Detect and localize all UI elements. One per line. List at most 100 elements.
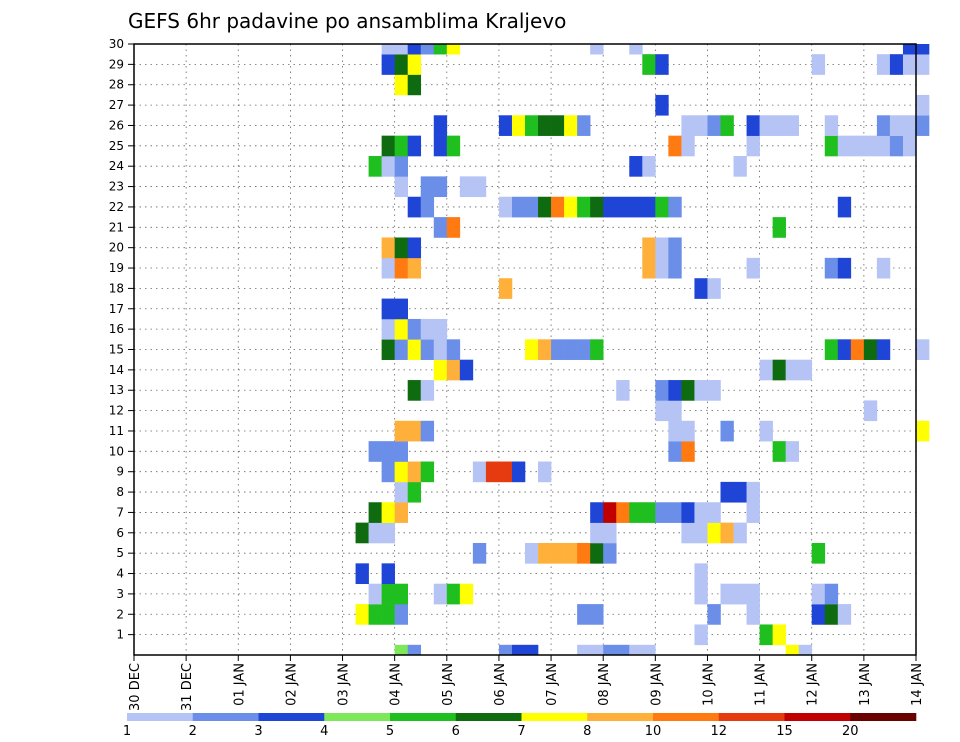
legend-label: 4: [320, 724, 328, 739]
heatmap-cell: [733, 481, 747, 503]
heatmap-cell: [916, 339, 930, 360]
heatmap-cell: [694, 583, 708, 605]
x-tick-label: 11 JAN: [754, 663, 769, 706]
heatmap-cell: [811, 583, 826, 605]
y-tick-label: 12: [109, 404, 124, 418]
heatmap-cell: [772, 217, 786, 238]
heatmap-cell: [655, 196, 669, 218]
heatmap-cell: [707, 380, 721, 401]
heatmap-cell: [824, 604, 839, 625]
heatmap-cell: [394, 298, 408, 320]
heatmap-cell: [498, 196, 513, 218]
heatmap-cell: [511, 461, 526, 483]
heatmap-cell: [394, 420, 408, 442]
heatmap-cell: [407, 196, 422, 218]
x-tick-label: 01 JAN: [232, 663, 247, 706]
heatmap-cell: [655, 380, 669, 401]
y-tick-label: 14: [109, 363, 124, 377]
heatmap-cell: [902, 44, 917, 55]
heatmap-cell: [655, 94, 669, 116]
heatmap-cell: [707, 522, 721, 544]
heatmap-cell: [394, 481, 408, 503]
heatmap-cell: [811, 542, 826, 564]
y-tick-label: 17: [109, 302, 124, 316]
heatmap-cell: [681, 522, 695, 544]
heatmap-cell: [407, 420, 422, 442]
heatmap-cell: [420, 176, 435, 198]
heatmap-cell: [642, 156, 656, 177]
heatmap-cell: [394, 644, 408, 656]
heatmap-cell: [525, 339, 539, 360]
heatmap-cell: [876, 115, 891, 136]
heatmap-cell: [916, 94, 930, 116]
heatmap-cell: [616, 502, 630, 523]
y-tick-label: 27: [109, 98, 124, 112]
y-axis: 1234567891011121314151617181920212223242…: [109, 37, 134, 642]
y-tick-label: 28: [109, 78, 124, 92]
legend-swatch: [455, 713, 522, 721]
heatmap-cell: [381, 502, 395, 523]
heatmap-cell: [824, 135, 839, 157]
heatmap-cell: [551, 542, 565, 564]
heatmap-cell: [381, 441, 395, 462]
heatmap-cell: [498, 278, 513, 299]
legend-label: 20: [842, 724, 859, 739]
heatmap-cell: [681, 135, 695, 157]
heatmap-cell: [394, 339, 408, 360]
color-legend: 1 2 3 4 5 6 7 8 10 12 15 20: [123, 713, 917, 739]
heatmap-cell: [642, 644, 656, 656]
heatmap-cell: [381, 237, 395, 259]
y-tick-label: 16: [109, 322, 124, 336]
heatmap-cell: [433, 135, 448, 157]
heatmap-cell: [916, 115, 930, 136]
heatmap-cell: [407, 237, 422, 259]
heatmap-cell: [876, 54, 891, 75]
heatmap-cell: [394, 583, 408, 605]
heatmap-cell: [433, 583, 448, 605]
heatmap-cell: [446, 135, 461, 157]
heatmap-cell: [446, 44, 461, 55]
heatmap-cell: [394, 44, 408, 55]
heatmap-cell: [407, 74, 422, 96]
heatmap-cell: [590, 196, 604, 218]
heatmap-cell: [642, 257, 656, 279]
heatmap-cell: [511, 644, 526, 656]
heatmap-cell: [733, 583, 747, 605]
heatmap-cell: [707, 604, 721, 625]
heatmap-cell: [629, 196, 643, 218]
heatmap-cell: [407, 644, 422, 656]
heatmap-cell: [850, 339, 865, 360]
heatmap-cell: [746, 481, 760, 503]
heatmap-cell: [642, 196, 656, 218]
heatmap-cell: [668, 380, 682, 401]
y-tick-label: 11: [109, 424, 124, 438]
heatmap-cell: [394, 176, 408, 198]
heatmap-cell: [590, 502, 604, 523]
heatmap-cell: [694, 502, 708, 523]
legend-swatch: [850, 713, 917, 721]
legend-label: 6: [452, 724, 460, 739]
heatmap-cell: [616, 380, 630, 401]
legend-label: 15: [776, 724, 793, 739]
heatmap-cell: [498, 115, 513, 136]
legend-label: 3: [254, 724, 262, 739]
heatmap-cell: [668, 257, 682, 279]
heatmap-cell: [394, 135, 408, 157]
y-tick-label: 15: [109, 343, 124, 357]
heatmap-cell: [772, 359, 786, 381]
heatmap-cell: [381, 604, 395, 625]
heatmap-cell: [564, 339, 578, 360]
heatmap-cell: [590, 542, 604, 564]
x-tick-label: 08 JAN: [597, 663, 612, 706]
heatmap-cell: [407, 135, 422, 157]
heatmap-cell: [863, 339, 878, 360]
heatmap-cell: [433, 217, 448, 238]
heatmap-cell: [577, 604, 591, 625]
heatmap-cell: [355, 563, 369, 585]
heatmap-cell: [837, 339, 852, 360]
heatmap-cell: [394, 604, 408, 625]
heatmap-cell: [394, 74, 408, 96]
x-tick-label: 07 JAN: [545, 663, 560, 706]
heatmap-cell: [629, 644, 643, 656]
